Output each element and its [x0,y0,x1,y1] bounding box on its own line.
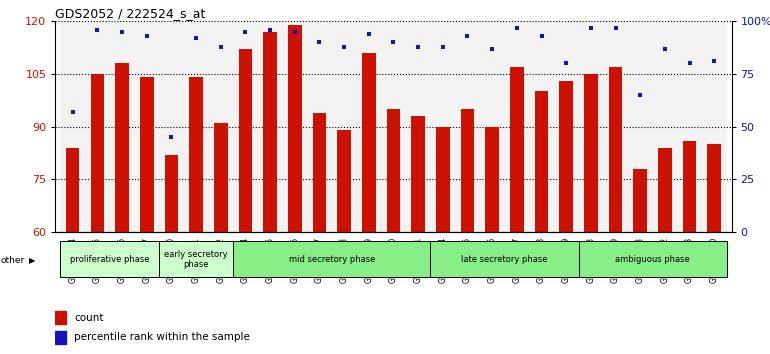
Bar [263,32,277,232]
Bar [559,81,573,232]
Bar [362,53,376,232]
Bar [554,21,578,232]
Bar [209,21,233,232]
Bar [485,127,499,232]
Bar [357,21,381,232]
Bar [504,21,529,232]
Text: early secretory
phase: early secretory phase [164,250,228,269]
Bar [116,63,129,232]
FancyBboxPatch shape [430,241,578,277]
Bar [337,130,351,232]
Bar [455,21,480,232]
Bar [135,21,159,232]
Bar [652,21,678,232]
Bar [283,21,307,232]
Bar [678,21,702,232]
Bar [534,91,548,232]
Bar [258,21,283,232]
Bar [165,155,178,232]
Bar [233,21,258,232]
Bar [91,74,104,232]
Text: percentile rank within the sample: percentile rank within the sample [74,332,249,342]
Text: late secretory phase: late secretory phase [461,255,547,264]
Bar [702,21,727,232]
Bar [529,21,554,232]
Bar [381,21,406,232]
Bar [436,127,450,232]
Bar [708,144,721,232]
Bar [460,109,474,232]
Bar [480,21,504,232]
Bar [584,74,598,232]
Bar [406,21,430,232]
Bar [658,148,671,232]
Bar [184,21,209,232]
Bar [66,148,79,232]
Bar [55,312,65,324]
FancyBboxPatch shape [578,241,727,277]
Bar [140,78,153,232]
Bar [189,78,203,232]
Bar [578,21,603,232]
Bar [288,25,302,232]
Bar [510,67,524,232]
Bar [109,21,135,232]
Text: count: count [74,313,103,323]
Bar [683,141,696,232]
FancyBboxPatch shape [159,241,233,277]
Text: GDS2052 / 222524_s_at: GDS2052 / 222524_s_at [55,7,206,20]
Bar [634,169,647,232]
Bar [85,21,109,232]
Bar [313,113,326,232]
Bar [60,21,85,232]
Bar [628,21,652,232]
FancyBboxPatch shape [60,241,159,277]
Bar [307,21,332,232]
Bar [603,21,628,232]
Bar [387,109,400,232]
Text: other: other [1,256,25,265]
Text: ▶: ▶ [29,256,35,265]
Bar [214,123,228,232]
Text: mid secretory phase: mid secretory phase [289,255,375,264]
Bar [609,67,622,232]
Bar [239,49,253,232]
Bar [411,116,425,232]
Text: ambiguous phase: ambiguous phase [615,255,690,264]
Bar [55,331,65,343]
Bar [159,21,184,232]
Text: proliferative phase: proliferative phase [70,255,149,264]
FancyBboxPatch shape [233,241,430,277]
Bar [430,21,455,232]
Bar [332,21,357,232]
